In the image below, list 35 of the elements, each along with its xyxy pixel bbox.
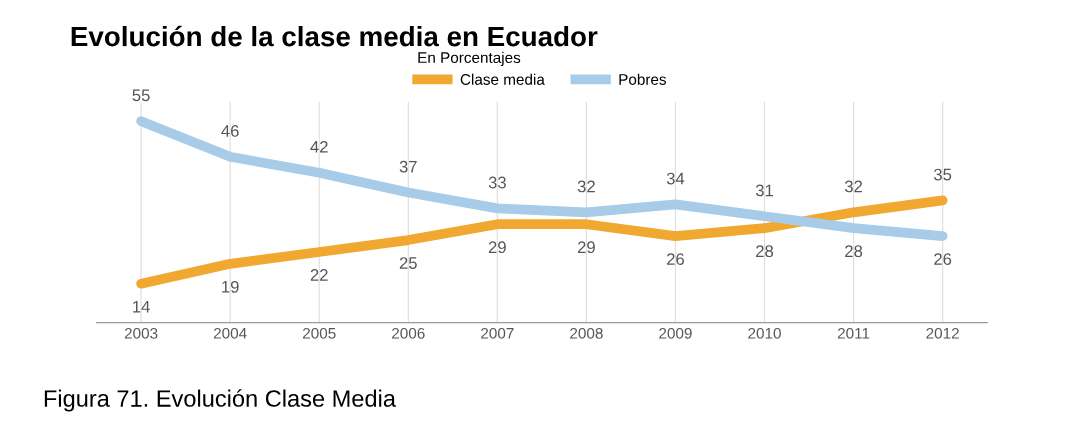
data-label: 14 [133,300,150,313]
x-tick-label: 2012 [926,327,959,339]
data-label: 46 [221,125,239,137]
legend-label: Pobres [619,73,667,85]
data-label: 26 [934,253,952,266]
chart-title: Evolución de la clase media en Ecuador [71,25,598,47]
data-label: 42 [310,140,328,153]
data-label: 28 [756,245,774,258]
data-label: 55 [132,89,150,102]
x-tick-label: 2004 [213,327,247,339]
data-label: 28 [845,245,863,258]
data-label: 25 [399,257,417,269]
data-label: 29 [488,241,506,254]
data-label: 37 [399,160,417,173]
data-label: 22 [310,269,328,281]
x-tick-label: 2010 [748,327,781,339]
data-label: 31 [755,184,773,197]
legend-title: En Porcentajes [418,51,521,67]
legend-label: Clase media [460,73,545,85]
x-tick-label: 2005 [302,327,336,339]
x-tick-label: 2009 [659,327,692,339]
text: Figura 71. Evolución Clase Media [44,389,396,412]
x-tick-label: 2006 [392,327,425,339]
data-label: 34 [666,172,685,185]
x-tick-label: 2008 [570,327,603,339]
x-tick-label: 2003 [124,327,158,339]
data-label: 35 [934,168,952,181]
data-label: 32 [577,180,595,193]
x-tick-label: 2007 [481,327,514,339]
data-label: 32 [844,180,862,193]
data-label: 26 [667,253,684,266]
data-label: 19 [222,280,239,293]
x-tick-label: 2011 [837,327,870,339]
data-label: 33 [488,176,506,189]
data-label: 29 [577,241,595,254]
